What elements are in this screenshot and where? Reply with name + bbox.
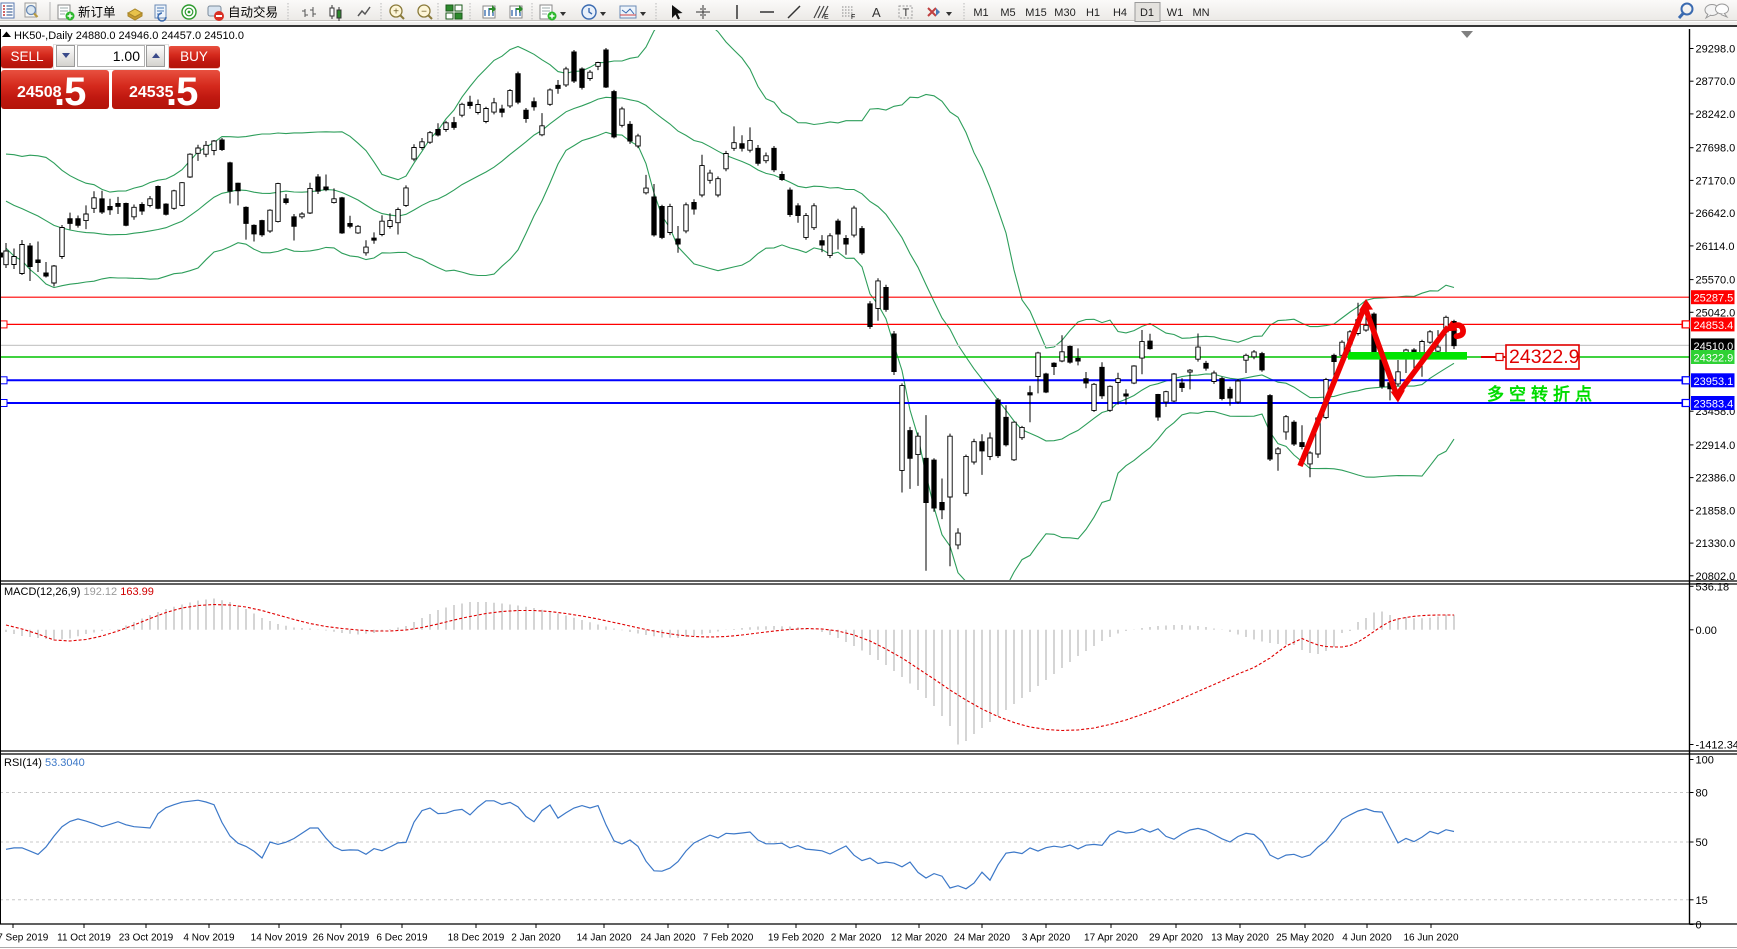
svg-text:24322.9: 24322.9 — [1694, 353, 1734, 365]
svg-text:6 Dec 2019: 6 Dec 2019 — [376, 933, 428, 944]
svg-text:100: 100 — [1696, 755, 1714, 767]
svg-text:新订单: 新订单 — [78, 5, 116, 20]
svg-text:MACD(12,26,9) 192.12 163.99: MACD(12,26,9) 192.12 163.99 — [4, 586, 154, 598]
svg-text:4 Jun 2020: 4 Jun 2020 — [1342, 933, 1392, 944]
svg-text:0.00: 0.00 — [1696, 625, 1717, 637]
svg-text:14 Nov 2019: 14 Nov 2019 — [251, 933, 308, 944]
svg-text:26114.0: 26114.0 — [1696, 241, 1735, 253]
svg-text:23953.1: 23953.1 — [1694, 376, 1734, 388]
svg-text:T: T — [903, 7, 910, 19]
svg-text:80: 80 — [1696, 788, 1708, 800]
svg-text:25287.5: 25287.5 — [1694, 293, 1734, 305]
svg-text:多空转折点: 多空转折点 — [1487, 384, 1597, 404]
svg-text:-1412.34: -1412.34 — [1696, 740, 1737, 752]
svg-text:15: 15 — [1696, 895, 1708, 907]
svg-text:M1: M1 — [973, 7, 988, 19]
svg-text:536.18: 536.18 — [1696, 581, 1730, 593]
svg-text:F: F — [851, 14, 855, 21]
svg-text:H4: H4 — [1113, 7, 1127, 19]
svg-text:+: + — [393, 7, 399, 18]
svg-text:23583.4: 23583.4 — [1694, 399, 1734, 411]
svg-text:16 Jun 2020: 16 Jun 2020 — [1403, 933, 1458, 944]
svg-text:MN: MN — [1192, 7, 1209, 19]
svg-text:D1: D1 — [1140, 7, 1154, 19]
svg-text:2 Mar 2020: 2 Mar 2020 — [831, 933, 882, 944]
svg-text:H1: H1 — [1086, 7, 1100, 19]
svg-text:24 Mar 2020: 24 Mar 2020 — [954, 933, 1011, 944]
svg-text:3 Apr 2020: 3 Apr 2020 — [1022, 933, 1071, 944]
svg-text:26 Nov 2019: 26 Nov 2019 — [313, 933, 370, 944]
svg-text:19 Feb 2020: 19 Feb 2020 — [768, 933, 825, 944]
svg-text:24510.0: 24510.0 — [1694, 341, 1734, 353]
svg-text:25042.0: 25042.0 — [1696, 307, 1736, 319]
svg-text:0: 0 — [1696, 920, 1702, 932]
svg-text:7 Feb 2020: 7 Feb 2020 — [703, 933, 754, 944]
svg-text:自动交易: 自动交易 — [228, 5, 278, 20]
svg-text:23 Oct 2019: 23 Oct 2019 — [119, 933, 174, 944]
svg-text:M15: M15 — [1025, 7, 1046, 19]
svg-text:24322.9: 24322.9 — [1509, 346, 1580, 368]
svg-text:28770.0: 28770.0 — [1696, 76, 1736, 88]
svg-text:22386.0: 22386.0 — [1696, 473, 1736, 485]
svg-text:14 Jan 2020: 14 Jan 2020 — [576, 933, 631, 944]
svg-text:22914.0: 22914.0 — [1696, 440, 1736, 452]
svg-text:11 Oct 2019: 11 Oct 2019 — [57, 933, 111, 944]
svg-text:24853.4: 24853.4 — [1694, 320, 1734, 332]
svg-text:M5: M5 — [1000, 7, 1015, 19]
svg-text:13 May 2020: 13 May 2020 — [1211, 933, 1269, 944]
svg-text:2 Jan 2020: 2 Jan 2020 — [511, 933, 561, 944]
svg-text:29 Apr 2020: 29 Apr 2020 — [1149, 933, 1203, 944]
svg-text:25 May 2020: 25 May 2020 — [1276, 933, 1334, 944]
svg-text:21330.0: 21330.0 — [1696, 538, 1736, 550]
svg-text:E: E — [824, 14, 829, 21]
svg-text:20802.0: 20802.0 — [1696, 571, 1736, 583]
svg-text:25570.0: 25570.0 — [1696, 275, 1736, 287]
svg-text:A: A — [872, 5, 881, 20]
svg-text:RSI(14) 53.3040: RSI(14) 53.3040 — [4, 757, 85, 769]
svg-text:26642.0: 26642.0 — [1696, 208, 1736, 220]
svg-text:24 Jan 2020: 24 Jan 2020 — [640, 933, 695, 944]
svg-text:12 Mar 2020: 12 Mar 2020 — [891, 933, 948, 944]
svg-text:28242.0: 28242.0 — [1696, 109, 1736, 121]
svg-text:27698.0: 27698.0 — [1696, 143, 1736, 155]
svg-text:29298.0: 29298.0 — [1696, 44, 1736, 56]
svg-text:4 Nov 2019: 4 Nov 2019 — [183, 933, 235, 944]
svg-text:27 Sep 2019: 27 Sep 2019 — [0, 933, 49, 944]
svg-text:27170.0: 27170.0 — [1696, 175, 1736, 187]
svg-text:−: − — [421, 7, 427, 18]
svg-text:W1: W1 — [1167, 7, 1184, 19]
svg-text:M30: M30 — [1054, 7, 1075, 19]
svg-text:50: 50 — [1696, 837, 1708, 849]
svg-text:17 Apr 2020: 17 Apr 2020 — [1084, 933, 1138, 944]
svg-text:21858.0: 21858.0 — [1696, 505, 1736, 517]
svg-text:18 Dec 2019: 18 Dec 2019 — [448, 933, 505, 944]
svg-text:HK50-,Daily 24880.0 24946.0 2: HK50-,Daily 24880.0 24946.0 24457.0 2451… — [14, 30, 244, 42]
